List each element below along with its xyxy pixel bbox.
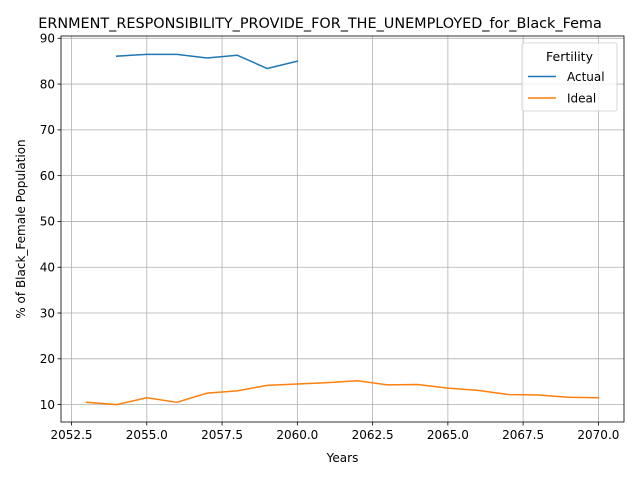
y-tick-label: 70 (40, 123, 55, 137)
y-tick-label: 80 (40, 77, 55, 91)
legend-label-ideal: Ideal (567, 92, 596, 106)
y-tick-label: 40 (40, 261, 55, 275)
series-line-ideal (85, 380, 600, 406)
y-axis-label: % of Black_Female Population (14, 139, 28, 318)
legend-label-actual: Actual (567, 70, 605, 84)
y-tick-label: 30 (40, 306, 55, 320)
chart-title: ERNMENT_RESPONSIBILITY_PROVIDE_FOR_THE_U… (38, 16, 602, 32)
y-tick-label: 10 (40, 398, 55, 412)
legend: Fertility Actual Ideal (521, 42, 618, 112)
x-tick-label: 2052.5 (51, 428, 93, 442)
series-line-actual (115, 53, 299, 70)
x-tick-label: 2055.0 (126, 428, 168, 442)
x-tick-label: 2062.5 (352, 428, 394, 442)
x-tick-label: 2067.5 (502, 428, 544, 442)
y-tick-label: 20 (40, 352, 55, 366)
axis-ticks: 2052.5 2055.0 2057.5 2060.0 2062.5 2065.0 2067… (40, 32, 620, 442)
legend-title: Fertility (546, 49, 594, 64)
y-tick-label: 90 (40, 32, 55, 46)
x-tick-label: 2065.0 (427, 428, 469, 442)
y-tick-label: 50 (40, 215, 55, 229)
x-axis-label: Years (326, 451, 359, 465)
plot-frame (60, 35, 625, 423)
x-tick-label: 2070.0 (577, 428, 619, 442)
plot-series (85, 53, 600, 406)
x-tick-label: 2057.5 (201, 428, 243, 442)
grid-lines (61, 36, 624, 422)
legend-box (521, 42, 618, 112)
y-tick-label: 60 (40, 169, 55, 183)
x-tick-label: 2060.0 (276, 428, 318, 442)
